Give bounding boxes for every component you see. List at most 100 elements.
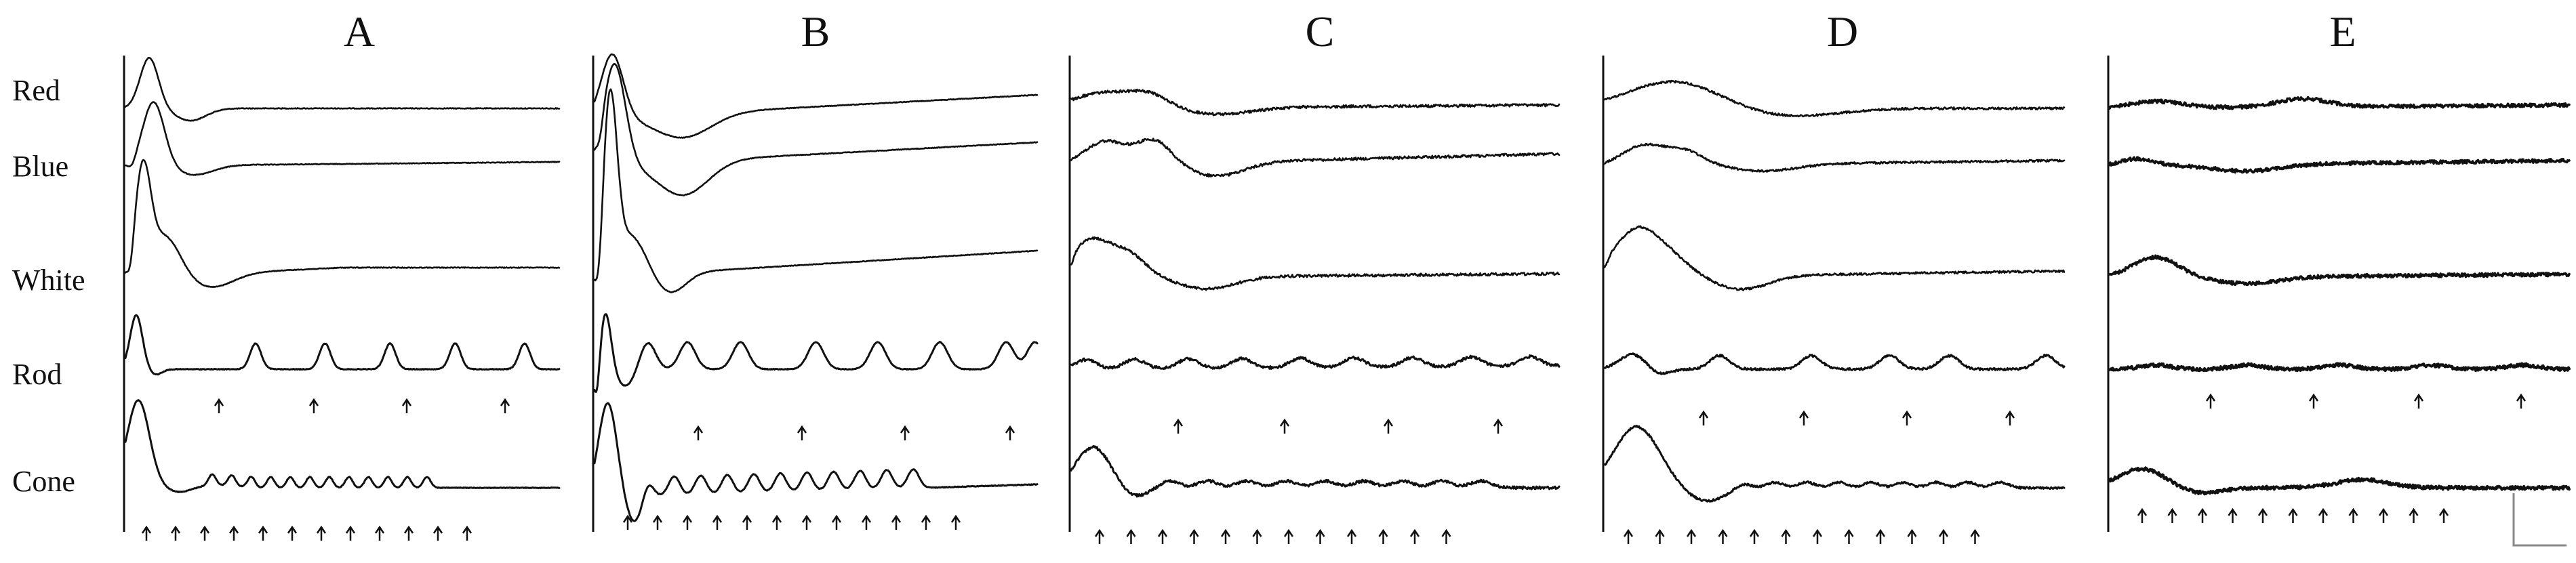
panel-titles: A B C D E [344, 7, 2356, 56]
rod-arrow-a-2 [401, 398, 412, 413]
cone-arrow-c-2 [1157, 528, 1168, 544]
panel-a [123, 56, 561, 541]
cone-arrow-d-10 [1938, 528, 1949, 544]
trace-c-red [1070, 88, 1561, 117]
cone-arrow-d-4 [1749, 528, 1760, 544]
trace-b-blue [593, 63, 1039, 196]
panel-e [2107, 56, 2571, 532]
panel-title-c: C [1306, 7, 1335, 56]
row-label-white: White [12, 264, 85, 297]
cone-arrow-c-9 [1378, 528, 1388, 544]
cone-arrow-d-6 [1812, 528, 1823, 544]
cone-arrow-e-4 [2257, 507, 2268, 523]
cone-arrow-d-5 [1781, 528, 1791, 544]
cone-arrow-a-8 [374, 525, 385, 541]
trace-e-cone [2108, 466, 2571, 496]
rod-arrow-e-0 [2205, 393, 2216, 409]
rod-arrow-a-0 [214, 398, 224, 413]
cone-arrow-b-7 [831, 514, 842, 530]
rod-arrow-b-1 [797, 425, 807, 440]
row-label-blue: Blue [12, 150, 68, 183]
cone-arrow-d-9 [1907, 528, 1917, 544]
trace-d-rod [1603, 352, 2066, 375]
cone-arrow-a-7 [345, 525, 356, 541]
trace-b-rod [593, 313, 1039, 393]
cone-arrow-c-7 [1315, 528, 1325, 544]
panel-title-d: D [1827, 7, 1858, 56]
rod-arrow-b-2 [900, 425, 910, 440]
rod-arrow-d-1 [1798, 410, 1809, 425]
cone-arrow-c-1 [1126, 528, 1136, 544]
cone-arrow-b-6 [801, 514, 812, 530]
cone-arrow-e-5 [2288, 507, 2298, 523]
rod-arrow-d-0 [1698, 410, 1709, 425]
cone-arrow-b-8 [861, 514, 872, 530]
scale-bar [2512, 493, 2567, 547]
rod-arrow-a-1 [308, 398, 319, 413]
row-label-cone: Cone [12, 465, 75, 498]
trace-d-blue [1603, 142, 2066, 173]
rod-arrow-c-2 [1383, 418, 1394, 434]
cone-arrow-a-6 [316, 525, 327, 541]
trace-d-white [1603, 225, 2066, 291]
panel-d [1602, 56, 2066, 544]
trace-e-blue [2108, 156, 2571, 174]
rod-arrow-e-2 [2413, 393, 2424, 409]
cone-arrow-e-3 [2228, 507, 2238, 523]
cone-arrow-b-3 [712, 514, 723, 530]
cone-arrow-e-8 [2378, 507, 2389, 523]
cone-arrow-a-4 [258, 525, 268, 541]
trace-a-cone [124, 399, 561, 493]
cone-arrow-d-11 [1970, 528, 1980, 544]
cone-arrow-a-3 [228, 525, 239, 541]
rod-arrow-a-3 [500, 398, 510, 413]
cone-arrow-b-11 [950, 514, 961, 530]
cone-arrow-c-3 [1189, 528, 1199, 544]
cone-arrow-a-2 [199, 525, 210, 541]
trace-c-blue [1070, 138, 1561, 178]
cone-arrow-e-6 [2318, 507, 2329, 523]
trace-e-white [2108, 254, 2571, 287]
cone-arrow-b-4 [742, 514, 752, 530]
cone-arrow-a-10 [432, 525, 443, 541]
trace-a-rod [124, 314, 561, 376]
panels-layer [123, 53, 2571, 544]
rod-arrow-c-3 [1493, 418, 1504, 434]
trace-b-red [593, 53, 1039, 139]
trace-e-red [2108, 96, 2571, 110]
panel-title-b: B [801, 7, 830, 56]
cone-arrow-e-7 [2348, 507, 2358, 523]
cone-arrow-a-1 [170, 525, 181, 541]
panel-title-e: E [2329, 7, 2356, 56]
cone-arrow-d-7 [1844, 528, 1854, 544]
trace-d-red [1603, 79, 2066, 118]
cone-arrow-a-11 [462, 525, 472, 541]
cone-arrow-c-0 [1094, 528, 1105, 544]
cone-arrow-b-1 [652, 514, 663, 530]
rod-arrow-c-0 [1173, 418, 1184, 434]
trace-d-cone [1603, 425, 2066, 503]
cone-arrow-b-9 [891, 514, 902, 530]
cone-arrow-e-0 [2137, 507, 2148, 523]
cone-arrow-b-10 [921, 514, 931, 530]
rod-arrow-d-2 [1901, 410, 1912, 425]
cone-arrow-c-4 [1220, 528, 1231, 544]
trace-c-white [1070, 236, 1561, 291]
rod-arrow-e-3 [2516, 393, 2527, 409]
cone-arrow-a-5 [287, 525, 298, 541]
cone-arrow-d-1 [1655, 528, 1665, 544]
cone-arrow-c-5 [1252, 528, 1262, 544]
cone-arrow-e-1 [2167, 507, 2177, 523]
trace-c-cone [1070, 445, 1561, 498]
trace-b-white [593, 88, 1039, 293]
cone-arrow-c-11 [1441, 528, 1451, 544]
trace-c-rod [1070, 354, 1561, 371]
rod-arrow-c-1 [1279, 418, 1290, 434]
row-label-red: Red [12, 74, 60, 107]
cone-arrow-e-9 [2409, 507, 2419, 523]
cone-arrow-e-10 [2438, 507, 2449, 523]
trace-e-rod [2108, 362, 2571, 373]
rod-arrow-e-1 [2308, 393, 2319, 409]
panel-title-a: A [344, 7, 375, 56]
